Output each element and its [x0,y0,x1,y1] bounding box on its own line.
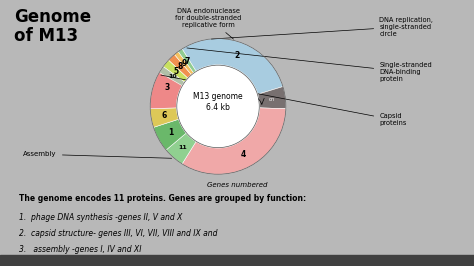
Text: 2.  capsid structure- genes III, VI, VII, VIII and IX and: 2. capsid structure- genes III, VI, VII,… [19,229,218,238]
Text: 1: 1 [168,128,173,137]
Text: 6: 6 [162,111,167,120]
Bar [0,255,474,266]
Text: 10: 10 [168,74,177,79]
Text: 11: 11 [178,145,187,150]
Text: 3: 3 [164,83,170,92]
Polygon shape [150,60,188,109]
Polygon shape [178,49,196,73]
Text: Assembly: Assembly [23,151,172,158]
Polygon shape [174,52,194,75]
Polygon shape [163,60,188,82]
Ellipse shape [177,65,259,148]
Text: 9: 9 [182,59,187,68]
Text: 5: 5 [173,67,179,76]
Text: 8: 8 [178,62,183,71]
Text: on: on [269,97,275,102]
Text: DNA endonuclease
for double-stranded
replicative form: DNA endonuclease for double-stranded rep… [175,8,242,39]
Polygon shape [159,66,185,86]
Text: Single-stranded
DNA-binding
protein: Single-stranded DNA-binding protein [187,48,432,82]
Polygon shape [257,86,286,109]
Polygon shape [154,119,186,150]
Text: The genome encodes 11 proteins. Genes are grouped by function:: The genome encodes 11 proteins. Genes ar… [19,194,306,203]
Text: 7: 7 [185,57,190,66]
Polygon shape [166,133,196,164]
Polygon shape [182,108,286,174]
Polygon shape [182,39,283,94]
Text: DNA replication,
single-stranded
circle: DNA replication, single-stranded circle [211,16,433,39]
Text: 4: 4 [241,150,246,159]
Text: 3.   assembly -genes I, IV and XI: 3. assembly -genes I, IV and XI [19,245,141,254]
Polygon shape [168,55,191,78]
Text: 2: 2 [235,51,240,60]
Text: Genes numbered: Genes numbered [207,182,267,188]
Polygon shape [150,108,179,127]
Text: M13 genome
6.4 kb: M13 genome 6.4 kb [193,92,243,113]
Text: Capsid
proteins: Capsid proteins [161,75,407,126]
Text: 1.  phage DNA synthesis -genes II, V and X: 1. phage DNA synthesis -genes II, V and … [19,213,182,222]
Text: Genome
of M13: Genome of M13 [14,8,91,45]
